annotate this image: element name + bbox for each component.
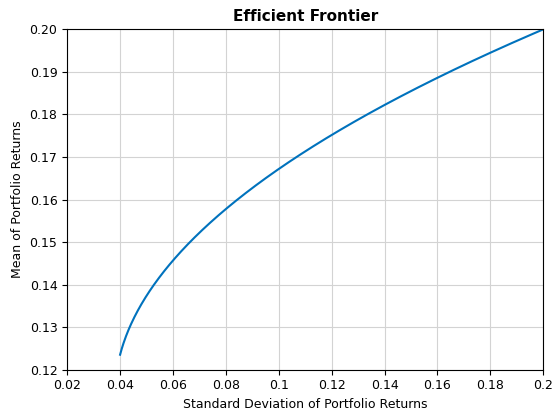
Y-axis label: Mean of Portfolio Returns: Mean of Portfolio Returns	[11, 121, 24, 278]
Title: Efficient Frontier: Efficient Frontier	[232, 9, 378, 24]
X-axis label: Standard Deviation of Portfolio Returns: Standard Deviation of Portfolio Returns	[183, 398, 427, 411]
